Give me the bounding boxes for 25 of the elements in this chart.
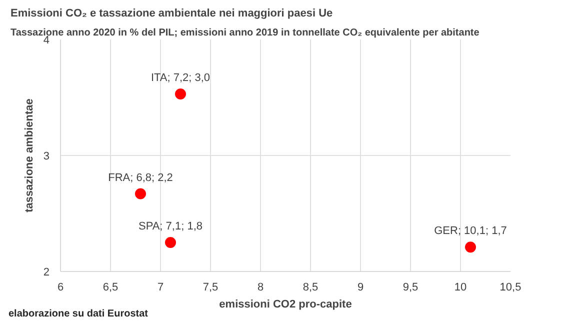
point bbox=[165, 237, 176, 248]
x-tick-label: 6 bbox=[57, 282, 64, 294]
x-axis-title: emissioni CO2 pro-capite bbox=[219, 298, 352, 310]
x-tick-label: 7 bbox=[157, 282, 164, 294]
point bbox=[465, 242, 476, 253]
x-tick-label: 7,5 bbox=[202, 282, 218, 294]
y-axis-title: tassazione ambientae bbox=[23, 98, 36, 212]
y-tick-label: 3 bbox=[43, 150, 50, 162]
point bbox=[135, 188, 146, 200]
x-tick-label: 9,5 bbox=[402, 282, 418, 294]
x-tick-label: 10,5 bbox=[500, 282, 522, 294]
y-tick-label: 4 bbox=[43, 34, 50, 46]
text: elaborazione su dati Eurostat bbox=[8, 308, 149, 320]
x-tick-label: 8 bbox=[257, 282, 264, 294]
data-label: ITA; 7,2; 3,0 bbox=[150, 72, 210, 84]
x-tick-label: 9 bbox=[357, 282, 364, 294]
data-label: GER; 10,1; 1,7 bbox=[434, 225, 507, 238]
x-tick-label: 6,5 bbox=[102, 282, 118, 294]
x-tick-label: 8,5 bbox=[302, 282, 318, 294]
x-tick-label: 10 bbox=[454, 282, 467, 294]
data-label: FRA; 6,8; 2,2 bbox=[108, 172, 173, 184]
point bbox=[175, 88, 186, 100]
data-label: SPA; 7,1; 1,8 bbox=[138, 220, 203, 232]
y-tick-label: 2 bbox=[43, 266, 50, 278]
chart-title: Emissioni CO₂ e tassazione ambientale nei maggiori paesi Ue bbox=[10, 8, 333, 20]
